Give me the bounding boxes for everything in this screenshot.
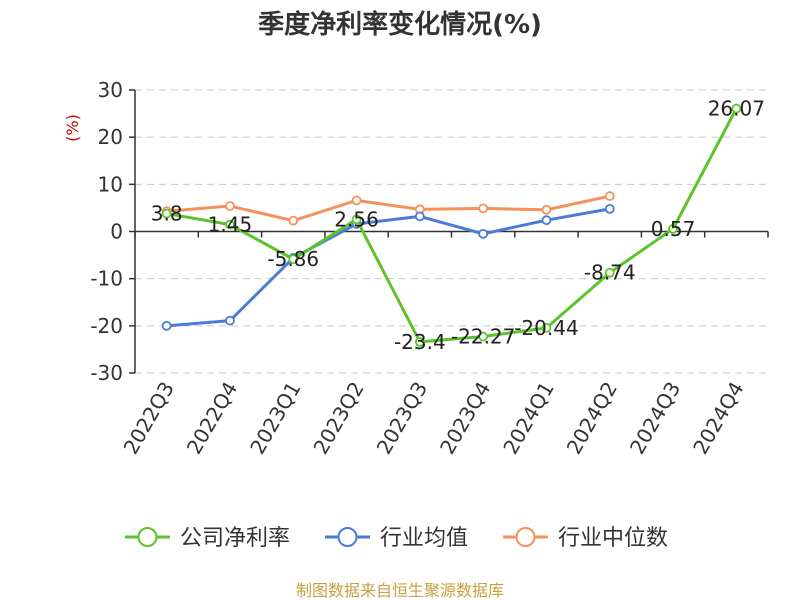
- data-label: -20.44: [514, 316, 578, 340]
- data-label: -8.74: [584, 261, 636, 285]
- data-point: [414, 211, 425, 222]
- data-point: [731, 103, 742, 114]
- legend-label: 公司净利率: [180, 526, 290, 551]
- y-tick-label: 0: [110, 220, 123, 244]
- data-label: -5.86: [267, 247, 319, 271]
- data-label: 26.07: [708, 97, 765, 121]
- data-point: [478, 228, 489, 239]
- data-point: [478, 203, 489, 214]
- data-point: [604, 191, 615, 202]
- source-note: 制图数据来自恒生聚源数据库: [296, 581, 504, 600]
- legend-swatch-marker: [515, 527, 536, 547]
- x-tick-label: 2023Q1: [245, 378, 305, 459]
- legend-label: 行业中位数: [558, 526, 668, 551]
- data-point: [414, 336, 425, 347]
- y-tick-label: 10: [98, 172, 123, 196]
- data-point: [351, 195, 362, 206]
- data-point: [225, 219, 235, 230]
- y-tick-label: 20: [98, 125, 123, 149]
- data-point: [541, 323, 552, 333]
- data-point: [225, 315, 235, 326]
- x-tick-label: 2024Q4: [688, 378, 748, 459]
- data-point: [351, 214, 362, 225]
- data-labels: 3.8 1.45 -5.86 2.56 -23.4 -22.27-20.44 -8.74 0.…: [151, 97, 765, 354]
- y-tick-label: -30: [90, 361, 123, 385]
- x-tick-label: 2022Q4: [182, 378, 242, 459]
- data-point: [161, 320, 172, 331]
- data-point: [604, 203, 615, 214]
- chart-title: 季度净利率变化情况(%): [258, 9, 542, 40]
- data-label: 1.45: [208, 213, 253, 237]
- y-tick-label: 30: [98, 78, 123, 102]
- series-line: [166, 107, 738, 344]
- data-point: [541, 204, 552, 215]
- data-label: -22.27: [451, 325, 515, 349]
- data-label: 0.57: [651, 217, 696, 241]
- y-axis-unit-label: (%): [63, 114, 82, 142]
- data-label: 2.56: [334, 207, 379, 231]
- series-line: [166, 194, 611, 223]
- series-line: [166, 207, 611, 328]
- legend-swatch-marker: [137, 527, 158, 547]
- data-point: [288, 215, 299, 226]
- data-label: -23.4: [394, 330, 446, 354]
- data-point: [478, 331, 489, 342]
- legend-swatch-marker: [337, 527, 358, 547]
- x-tick-label: 2024Q3: [625, 378, 685, 459]
- grid-lines: [135, 89, 768, 374]
- legend: 公司净利率 行业均值 行业中位数: [125, 526, 668, 551]
- data-point: [604, 267, 615, 278]
- data-point: [668, 223, 678, 234]
- x-tick-label: 2023Q4: [435, 378, 495, 459]
- x-tick-label: 2022Q3: [119, 378, 179, 459]
- y-tick-label: -20: [90, 314, 123, 338]
- data-point: [541, 215, 552, 226]
- series-lines: [161, 103, 742, 347]
- y-tick-label: -10: [90, 267, 123, 291]
- x-tick-label: 2024Q2: [562, 378, 622, 459]
- data-label: 3.8: [151, 202, 183, 226]
- x-tick-label: 2023Q3: [372, 378, 432, 459]
- x-tick-label: 2024Q1: [498, 378, 558, 459]
- data-point: [288, 254, 299, 265]
- data-point: [161, 208, 172, 219]
- legend-label: 行业均值: [380, 526, 468, 551]
- data-point: [225, 201, 235, 211]
- x-tick-label: 2023Q2: [308, 378, 368, 459]
